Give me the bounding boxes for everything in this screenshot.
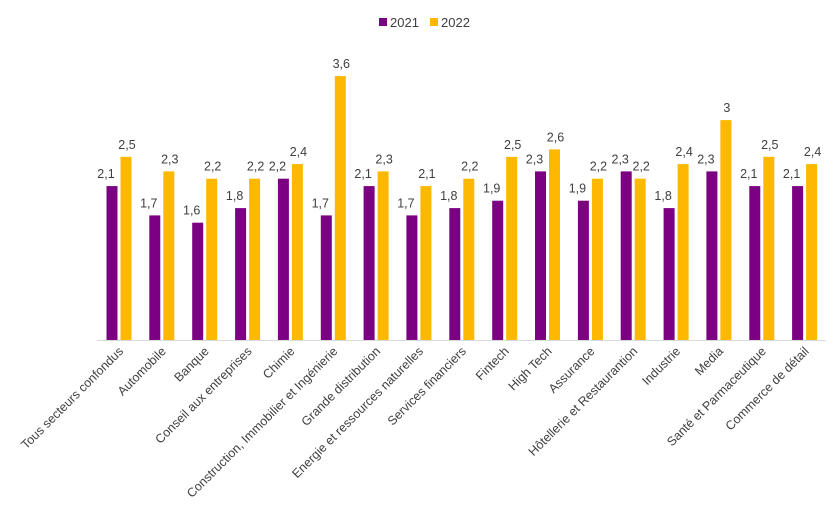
bar-2022-automobile — [163, 171, 175, 340]
bar-2021-hotellerie-et-restaurantion — [620, 171, 632, 340]
data-label-2021-banque: 1,6 — [183, 204, 200, 218]
bar-2022-energie-et-ressources-naturelles — [420, 186, 432, 340]
bar-2022-chimie — [291, 164, 303, 340]
data-label-2021-construction-immobilier-et-ingenierie: 1,7 — [312, 196, 329, 210]
bar-2022-tous-secteurs-confondus — [120, 156, 132, 341]
bar-2022-industrie — [677, 164, 689, 340]
category-label-construction-immobilier-et-ingenierie: Construction, Immobilier et Ingénierie — [184, 344, 340, 500]
data-label-2021-tous-secteurs-confondus: 2,1 — [97, 167, 114, 181]
bar-2022-high-tech — [549, 149, 560, 340]
data-label-2021-grande-distribution: 2,1 — [354, 167, 371, 181]
bar-2021-chimie — [277, 178, 289, 340]
data-label-2021-assurance: 1,9 — [569, 182, 586, 196]
data-label-2021-energie-et-ressources-naturelles: 1,7 — [397, 196, 414, 210]
data-label-2022-chimie: 2,4 — [290, 145, 307, 159]
bar-2022-fintech — [506, 156, 518, 341]
bar-2022-assurance — [591, 178, 603, 340]
data-label-2021-fintech: 1,9 — [483, 182, 500, 196]
data-labels-group: 2,1 2,5 1,7 2,3 1,6 2,2 1,8 2,2 2,2 2,4 1,7 3,6 2,1 2… — [97, 57, 821, 218]
bar-2021-construction-immobilier-et-ingenierie — [320, 215, 332, 340]
bar-2022-services-financiers — [463, 178, 475, 340]
category-label-fintech: Fintech — [473, 344, 512, 383]
legend-label-2021: 2021 — [390, 15, 419, 30]
bar-2022-construction-immobilier-et-ingenierie — [334, 76, 346, 340]
data-label-2022-grande-distribution: 2,3 — [375, 152, 392, 166]
category-label-chimie: Chimie — [260, 344, 297, 381]
bar-2021-high-tech — [535, 171, 546, 340]
data-label-2022-high-tech: 2,6 — [547, 130, 564, 144]
data-label-2021-commerce-de-detail: 2,1 — [783, 167, 800, 181]
bar-2021-commerce-de-detail — [792, 186, 804, 340]
data-label-2022-assurance: 2,2 — [590, 160, 607, 174]
data-label-2022-banque: 2,2 — [204, 160, 221, 174]
bar-2021-conseil-aux-entreprises — [235, 208, 247, 340]
data-label-2021-chimie: 2,2 — [269, 160, 286, 174]
legend-swatch-2022 — [430, 18, 438, 26]
bar-2021-grande-distribution — [363, 186, 375, 340]
legend: 2021 2022 — [379, 15, 470, 30]
data-label-2022-sante-et-parmaceutique: 2,5 — [761, 138, 778, 152]
category-label-media: Media — [692, 344, 726, 378]
category-label-grande-distribution: Grande distribution — [299, 344, 384, 429]
bar-2021-industrie — [663, 208, 675, 340]
category-label-banque: Banque — [171, 344, 211, 384]
data-label-2022-tous-secteurs-confondus: 2,5 — [118, 138, 135, 152]
bar-2022-conseil-aux-entreprises — [249, 178, 261, 340]
bar-2021-assurance — [577, 200, 589, 340]
data-label-2022-services-financiers: 2,2 — [461, 160, 478, 174]
data-label-2021-hotellerie-et-restaurantion: 2,3 — [612, 152, 629, 166]
data-label-2021-services-financiers: 1,8 — [440, 189, 457, 203]
data-label-2022-commerce-de-detail: 2,4 — [804, 145, 821, 159]
data-label-2022-automobile: 2,3 — [161, 152, 178, 166]
data-label-2022-hotellerie-et-restaurantion: 2,2 — [633, 160, 650, 174]
data-label-2022-media: 3 — [723, 101, 730, 115]
data-label-2021-high-tech: 2,3 — [526, 152, 543, 166]
data-label-2022-conseil-aux-entreprises: 2,2 — [247, 160, 264, 174]
bar-2021-banque — [192, 222, 204, 340]
data-label-2021-media: 2,3 — [697, 152, 714, 166]
data-label-2022-fintech: 2,5 — [504, 138, 521, 152]
bar-2021-services-financiers — [449, 208, 461, 340]
data-label-2021-sante-et-parmaceutique: 2,1 — [740, 167, 757, 181]
category-label-commerce-de-detail: Commerce de détail — [723, 344, 812, 433]
legend-label-2022: 2022 — [441, 15, 470, 30]
bars-group — [106, 76, 818, 341]
bar-2022-banque — [206, 178, 218, 340]
bar-2021-fintech — [492, 200, 504, 340]
bar-2022-sante-et-parmaceutique — [763, 156, 775, 341]
bar-2022-grande-distribution — [377, 171, 389, 340]
bar-2022-commerce-de-detail — [806, 164, 818, 340]
bar-2021-energie-et-ressources-naturelles — [406, 215, 418, 340]
bar-2022-hotellerie-et-restaurantion — [634, 178, 646, 340]
bar-2021-sante-et-parmaceutique — [749, 186, 761, 340]
bar-2022-media — [720, 120, 732, 340]
bar-2021-tous-secteurs-confondus — [106, 186, 118, 340]
data-label-2022-industrie: 2,4 — [675, 145, 692, 159]
data-label-2021-automobile: 1,7 — [140, 196, 157, 210]
data-label-2021-conseil-aux-entreprises: 1,8 — [226, 189, 243, 203]
category-label-services-financiers: Services financiers — [385, 344, 469, 428]
category-label-tous-secteurs-confondus: Tous secteurs confondus — [18, 344, 126, 452]
legend-swatch-2021 — [379, 18, 387, 26]
bar-2021-media — [706, 171, 718, 340]
data-label-2021-industrie: 1,8 — [654, 189, 671, 203]
data-label-2022-energie-et-ressources-naturelles: 2,1 — [418, 167, 435, 181]
bar-2021-automobile — [149, 215, 161, 340]
data-label-2022-construction-immobilier-et-ingenierie: 3,6 — [333, 57, 350, 71]
category-label-industrie: Industrie — [639, 344, 683, 388]
